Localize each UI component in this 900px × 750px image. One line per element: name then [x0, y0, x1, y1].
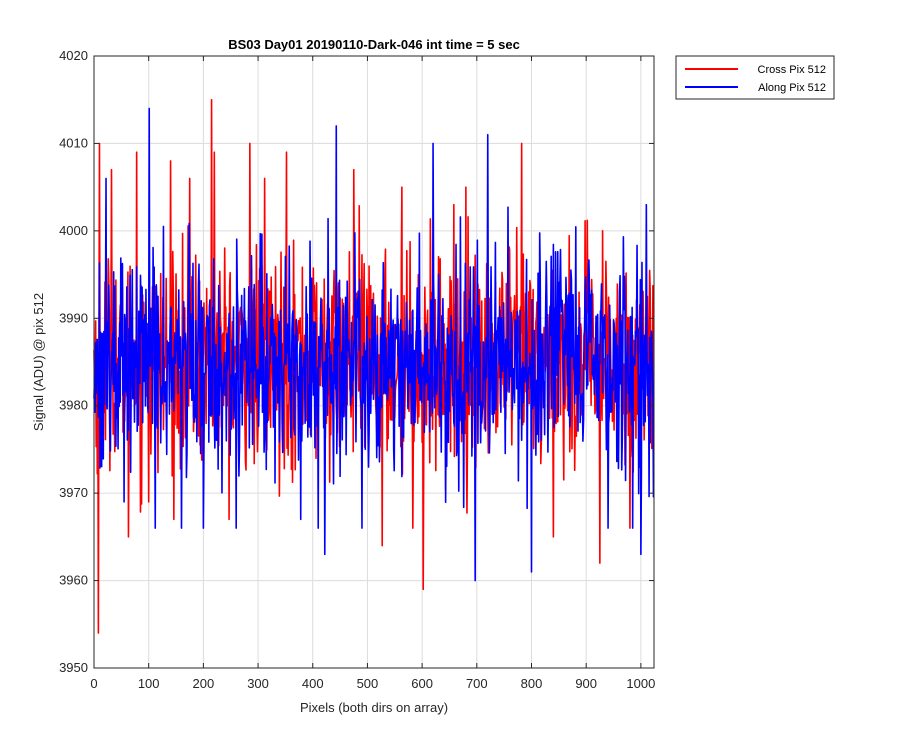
legend-label-along-pix-512: Along Pix 512 — [758, 82, 826, 94]
x-axis-label: Pixels (both dirs on array) — [300, 700, 448, 715]
y-tick-label: 3960 — [59, 573, 88, 588]
legend-box — [675, 55, 835, 100]
x-tick-label: 900 — [575, 676, 597, 691]
legend-label-cross-pix-512: Cross Pix 512 — [758, 64, 826, 76]
x-tick-label: 1000 — [626, 676, 655, 691]
y-tick-label: 4010 — [59, 135, 88, 150]
axis-ticks: 0 100 200 300 400 500 600 700 800 900 1000 3950 3960… — [59, 48, 655, 691]
chart-title: BS03 Day01 20190110-Dark-046 int time = … — [228, 37, 520, 52]
y-tick-label: 3970 — [59, 485, 88, 500]
plot-frame — [93, 55, 655, 669]
y-tick-label: 3950 — [59, 660, 88, 675]
x-tick-label: 300 — [247, 676, 269, 691]
x-tick-label: 200 — [193, 676, 215, 691]
x-tick-label: 800 — [521, 676, 543, 691]
x-tick-label: 400 — [302, 676, 324, 691]
x-tick-label: 100 — [138, 676, 160, 691]
x-tick-label: 0 — [90, 676, 97, 691]
series-line-along-pix-512 — [93, 107, 655, 582]
y-tick-label: 4020 — [59, 48, 88, 63]
x-tick-label: 500 — [357, 676, 379, 691]
x-tick-label: 700 — [466, 676, 488, 691]
y-tick-label: 3980 — [59, 398, 88, 413]
legend: Cross Pix 512 Along Pix 512 — [675, 55, 835, 100]
x-tick-label: 600 — [411, 676, 433, 691]
data-series — [93, 98, 655, 634]
y-tick-label: 3990 — [59, 310, 88, 325]
y-axis-label: Signal (ADU) @ pix 512 — [31, 293, 46, 431]
y-tick-label: 4000 — [59, 223, 88, 238]
